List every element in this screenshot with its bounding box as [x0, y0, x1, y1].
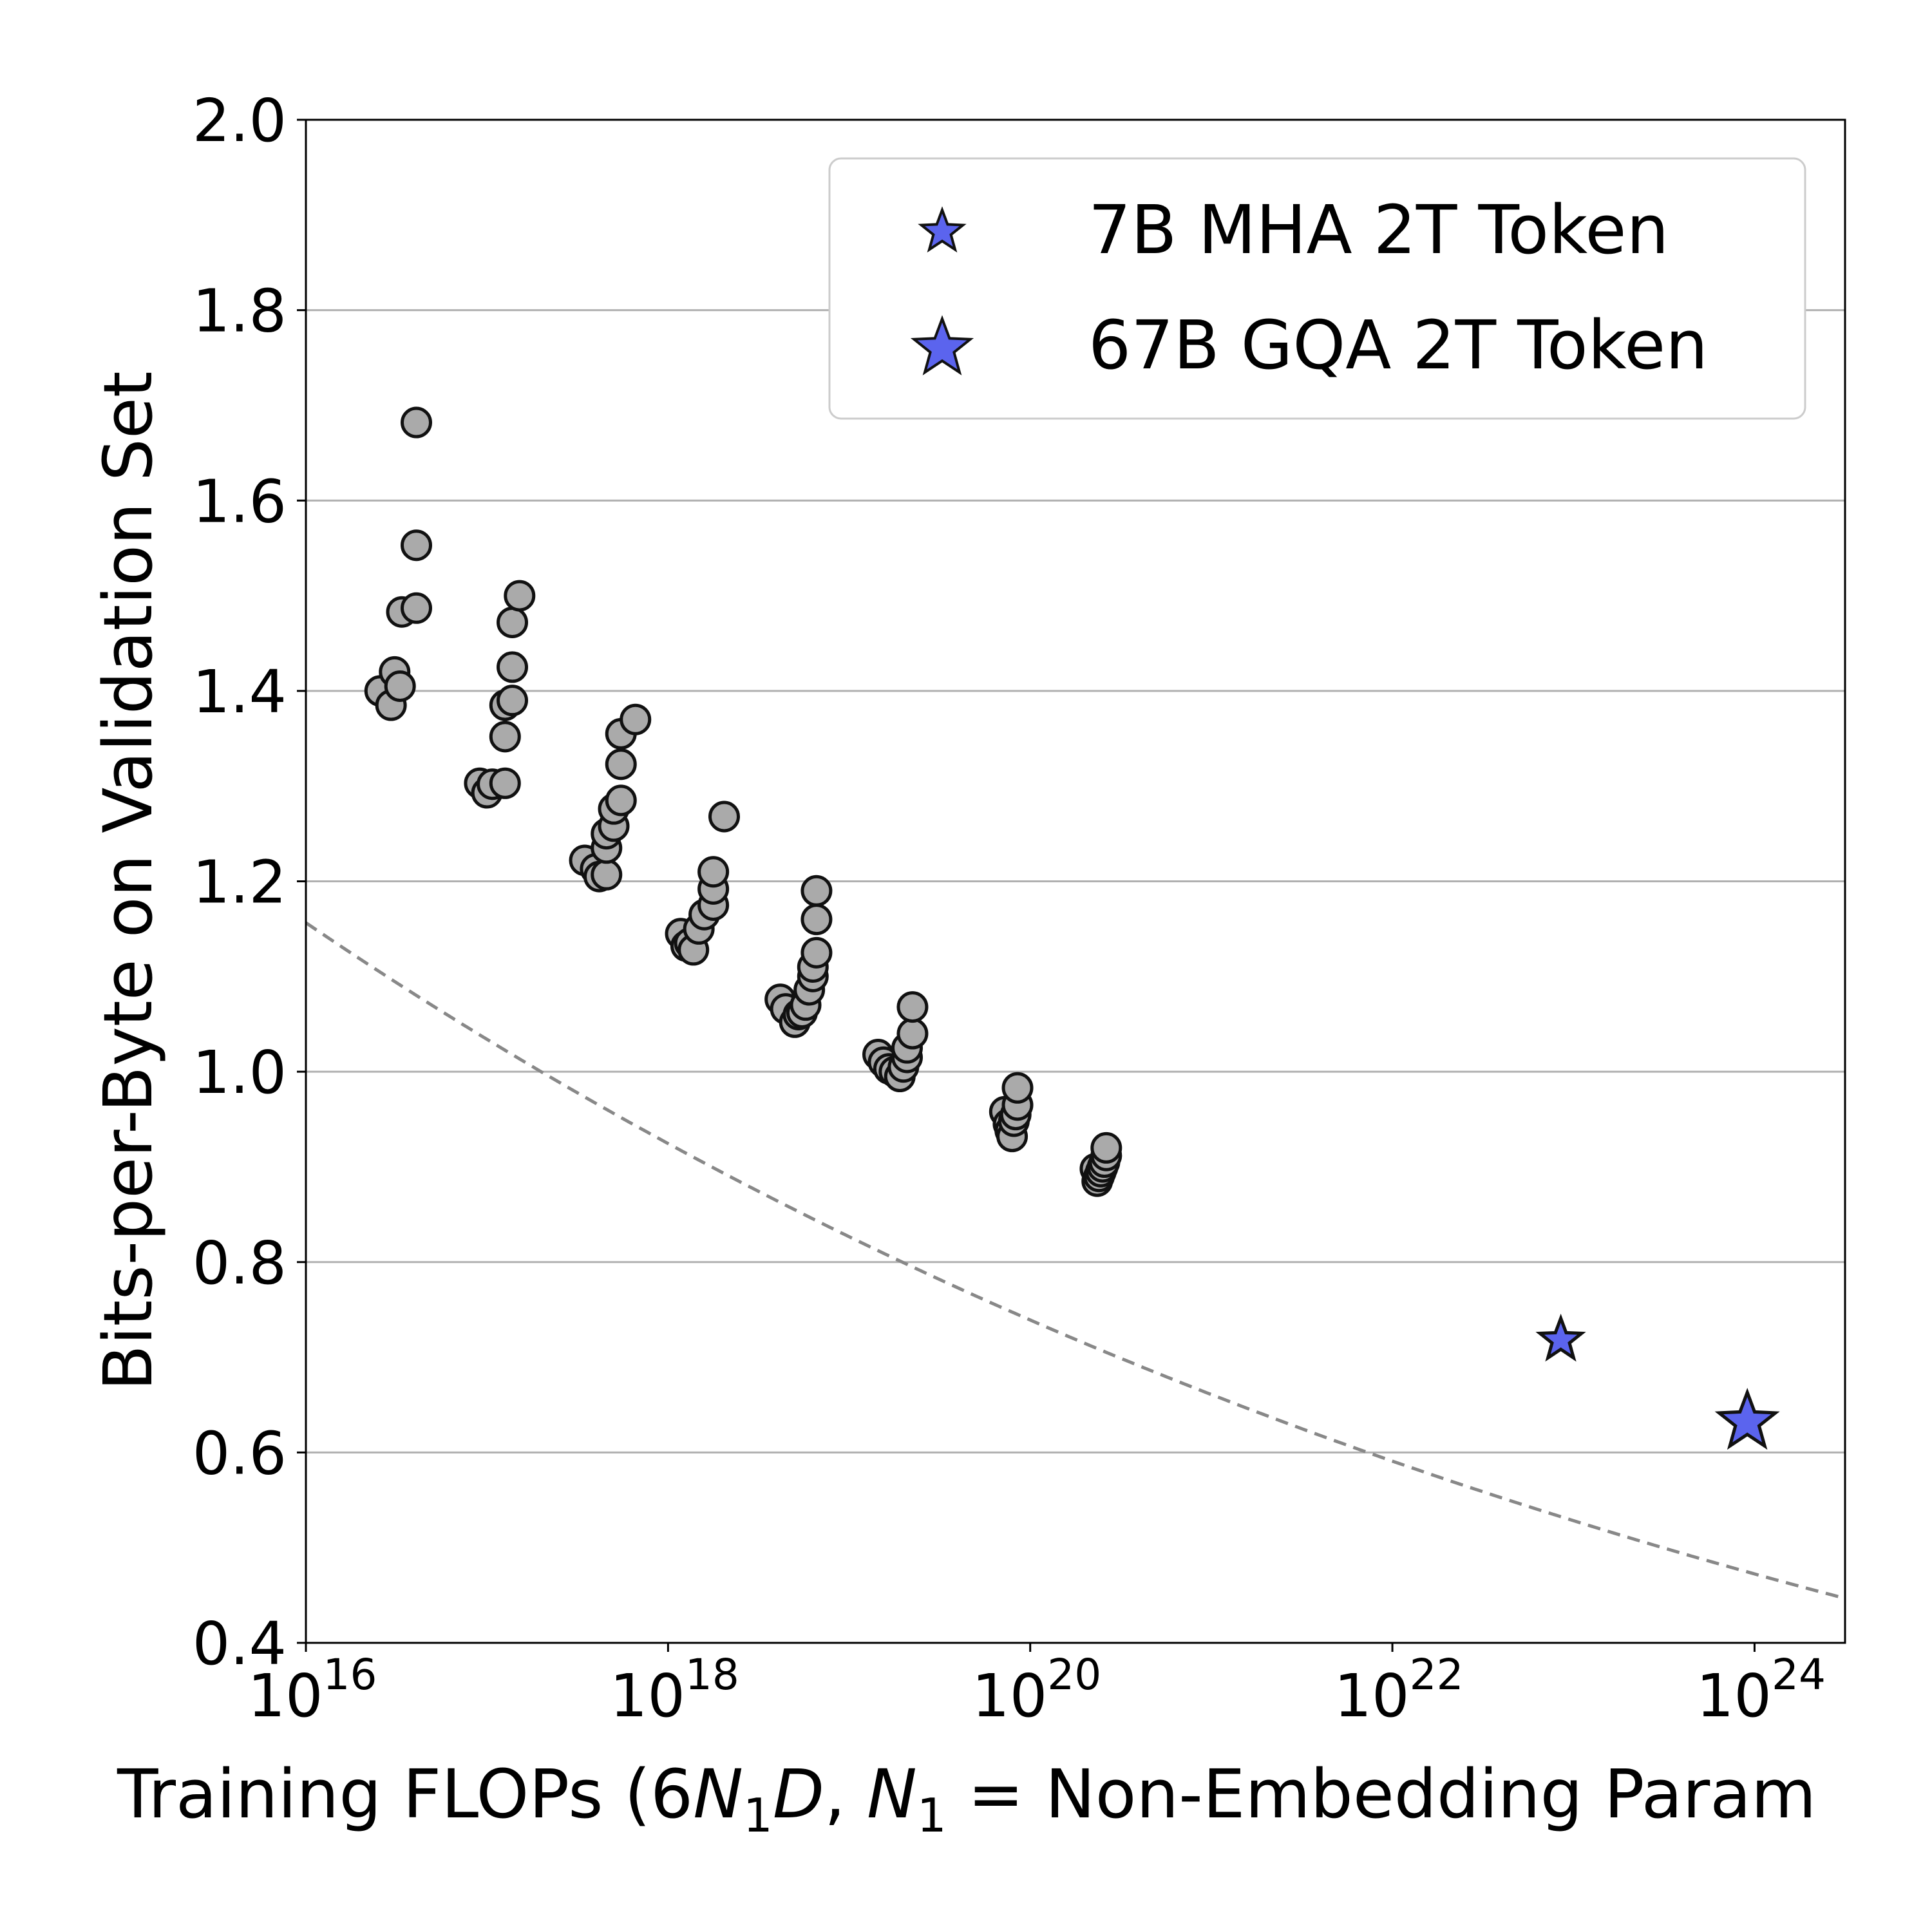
x-axis-label: Training FLOPs (6N1D, N1 = Non-Embedding… [117, 1755, 1816, 1842]
x-label-part: D [773, 1755, 824, 1833]
data-point [591, 858, 623, 891]
x-tick-base: 10 [972, 1662, 1047, 1730]
legend-label-67b: 67B GQA 2T Token [1088, 306, 1708, 384]
data-point [497, 685, 529, 717]
data-point [800, 936, 833, 969]
x-tick-exponent: 18 [685, 1650, 739, 1700]
x-tick-exponent: 24 [1772, 1650, 1826, 1700]
data-point [1001, 1072, 1034, 1104]
legend-star-large-marker [910, 315, 974, 375]
data-point [489, 767, 521, 799]
y-axis-label: Bits-per-Byte on Validation Set [89, 371, 167, 1390]
data-point [401, 406, 433, 439]
x-axis: 1016 1018 1020 1022 1024 [247, 1643, 1826, 1730]
x-tick-label: 1018 [610, 1650, 739, 1730]
data-point [800, 875, 833, 907]
data-point [497, 651, 529, 683]
data-point [384, 670, 416, 702]
y-tick-label: 1.2 [193, 848, 287, 917]
y-tick-label: 0.8 [193, 1229, 287, 1298]
x-tick-exponent: 20 [1047, 1650, 1101, 1700]
grid-lines [306, 309, 1845, 1454]
data-point [620, 703, 652, 735]
data-point [1090, 1132, 1122, 1164]
y-tick-label: 0.6 [193, 1419, 287, 1488]
x-label-part: , [824, 1755, 867, 1833]
x-tick-base: 10 [1334, 1662, 1410, 1730]
data-point [605, 748, 637, 781]
star-point-7b [1535, 1313, 1586, 1362]
legend-box [828, 157, 1806, 420]
x-label-part: N [867, 1755, 917, 1833]
data-point [697, 856, 730, 888]
y-tick-label: 1.0 [193, 1038, 287, 1107]
y-tick-label: 2.0 [193, 86, 287, 155]
y-tick-label: 1.8 [193, 277, 287, 346]
x-label-part: 1 [917, 1788, 947, 1842]
data-point [497, 606, 529, 638]
x-label-part: Training FLOPs (6 [117, 1755, 693, 1833]
x-tick-exponent: 16 [323, 1650, 377, 1700]
data-point [504, 580, 536, 612]
data-points [364, 406, 1122, 1197]
y-axis: 0.4 0.6 0.8 1.0 1.2 1.4 1.6 1.8 2.0 [193, 86, 306, 1678]
data-point [708, 800, 741, 833]
y-tick-label: 1.6 [193, 467, 287, 536]
data-point [605, 784, 637, 817]
y-tick-label: 1.4 [193, 658, 287, 726]
data-point [401, 592, 433, 624]
star-point-67b [1714, 1387, 1780, 1450]
x-tick-exponent: 22 [1410, 1650, 1464, 1700]
x-tick-label: 1022 [1334, 1650, 1464, 1730]
legend: 7B MHA 2T Token 67B GQA 2T Token [828, 157, 1806, 420]
x-tick-base: 10 [610, 1662, 685, 1730]
x-tick-label: 1024 [1696, 1650, 1826, 1730]
data-point [401, 529, 433, 562]
data-point [896, 991, 929, 1023]
fit-curve [305, 921, 1846, 1600]
x-tick-base: 10 [1696, 1662, 1772, 1730]
x-label-part: = Non-Embedding Param [947, 1755, 1817, 1833]
x-label-part: 1 [743, 1788, 773, 1842]
x-label-part: N [693, 1755, 743, 1833]
x-tick-base: 10 [247, 1662, 323, 1730]
legend-label-7b: 7B MHA 2T Token [1088, 191, 1669, 269]
y-tick-label: 0.4 [193, 1609, 287, 1678]
legend-star-small-marker [918, 206, 967, 253]
x-tick-label: 1016 [247, 1650, 377, 1730]
star-markers [1535, 1313, 1780, 1450]
data-point [800, 904, 833, 936]
x-tick-label: 1020 [972, 1650, 1101, 1730]
data-point [896, 1018, 929, 1050]
data-point [489, 721, 521, 753]
